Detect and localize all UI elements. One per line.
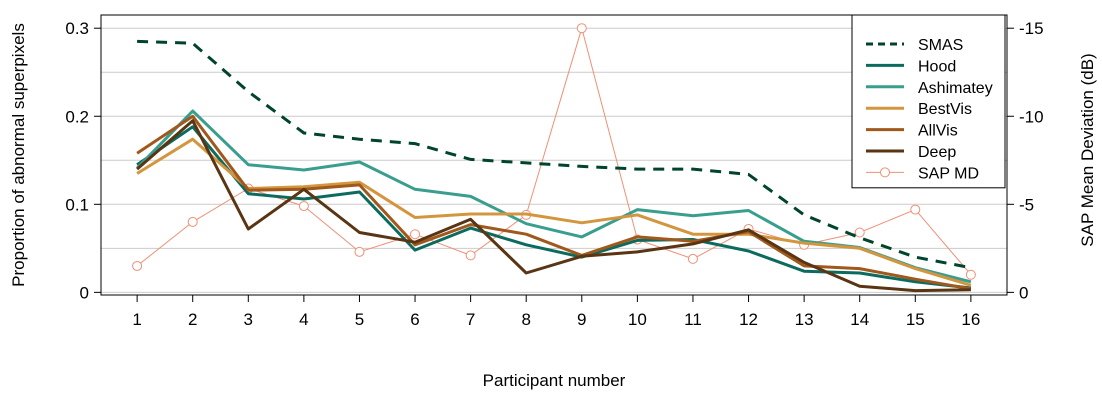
data-point-sap-md xyxy=(298,201,309,212)
data-point-sap-md xyxy=(576,23,587,34)
legend-item-bestvis: BestVis xyxy=(866,101,972,118)
legend-label: Hood xyxy=(918,58,956,75)
y-axis-left: 0 0.1 0.2 0.3 xyxy=(65,19,101,302)
plot-frame xyxy=(100,14,1008,296)
data-point-sap-md xyxy=(910,204,921,215)
series-line-hood xyxy=(136,125,972,290)
y-tick-label: 0.2 xyxy=(65,107,89,126)
y-axis-right: 0 -5 -10 -15 xyxy=(1007,19,1044,302)
y2-tick-label: -10 xyxy=(1019,107,1044,126)
x-tick-label: 9 xyxy=(577,310,586,329)
legend-item-hood: Hood xyxy=(866,58,956,75)
x-tick-label: 1 xyxy=(132,310,141,329)
gridlines xyxy=(101,27,1007,293)
x-tick-label: 10 xyxy=(628,310,647,329)
data-point-sap-md xyxy=(132,260,143,271)
series-deep xyxy=(136,119,971,293)
y-axis-label: Proportion of abnormal superpixels xyxy=(9,23,28,287)
y2-tick-label: -15 xyxy=(1019,19,1044,38)
y-tick-label: 0.1 xyxy=(65,195,89,214)
series-hood xyxy=(136,125,972,290)
x-axis-label: Participant number xyxy=(483,371,626,390)
y2-tick-label: 0 xyxy=(1019,283,1028,302)
data-point-sap-md xyxy=(965,269,976,280)
legend-label: SAP MD xyxy=(918,165,979,182)
legend-label: AllVis xyxy=(918,123,958,140)
series-allvis xyxy=(136,114,972,291)
legend-item-deep: Deep xyxy=(866,144,956,161)
legend-box xyxy=(851,14,1006,189)
x-tick-label: 8 xyxy=(521,310,530,329)
x-tick-label: 4 xyxy=(299,310,308,329)
x-tick-label: 3 xyxy=(244,310,253,329)
x-tick-label: 14 xyxy=(850,310,869,329)
data-point-sap-md xyxy=(465,250,476,261)
data-point-sap-md xyxy=(854,227,865,238)
legend-item-ashimatey: Ashimatey xyxy=(866,80,993,97)
series-line-sap-md xyxy=(136,27,972,276)
x-tick-label: 11 xyxy=(684,310,702,329)
series-smas xyxy=(137,39,972,270)
legend-item-smas: SMAS xyxy=(866,37,963,54)
series-sap-md xyxy=(132,23,976,280)
legend-item-allvis: AllVis xyxy=(866,123,958,140)
x-tick-label: 16 xyxy=(961,310,980,329)
series-layer xyxy=(132,23,976,293)
series-line-deep xyxy=(136,119,971,293)
x-tick-label: 15 xyxy=(906,310,925,329)
series-line-allvis xyxy=(136,114,972,291)
legend-label: SMAS xyxy=(918,37,963,54)
y2-tick-label: -5 xyxy=(1019,195,1034,214)
legend-item-sap-md: SAP MD xyxy=(866,165,979,182)
series-line-smas xyxy=(137,39,972,270)
x-axis: 1 2 3 4 5 6 7 8 9 10 11 12 13 14 15 16 xyxy=(132,295,980,329)
series-line-bestvis xyxy=(136,137,972,287)
y-tick-label: 0 xyxy=(80,283,89,302)
legend-label: Ashimatey xyxy=(918,80,993,97)
x-tick-label: 5 xyxy=(355,310,364,329)
legend-label: Deep xyxy=(918,144,956,161)
x-tick-label: 6 xyxy=(410,310,419,329)
legend: SMAS Hood Ashimatey BestVis AllVis Deep SAP MD xyxy=(851,14,1006,189)
x-tick-label: 7 xyxy=(466,310,475,329)
data-point-sap-md xyxy=(410,229,421,240)
y-tick-label: 0.3 xyxy=(65,19,89,38)
x-tick-label: 12 xyxy=(739,310,758,329)
data-point-sap-md xyxy=(687,253,698,264)
series-bestvis xyxy=(136,137,972,287)
y2-axis-label: SAP Mean Deviation (dB) xyxy=(1078,53,1097,246)
data-point-sap-md xyxy=(187,216,198,227)
data-point-sap-md xyxy=(354,246,365,257)
legend-marker xyxy=(880,167,890,178)
x-tick-label: 13 xyxy=(795,310,814,329)
x-tick-label: 2 xyxy=(188,310,197,329)
legend-label: BestVis xyxy=(918,101,972,118)
